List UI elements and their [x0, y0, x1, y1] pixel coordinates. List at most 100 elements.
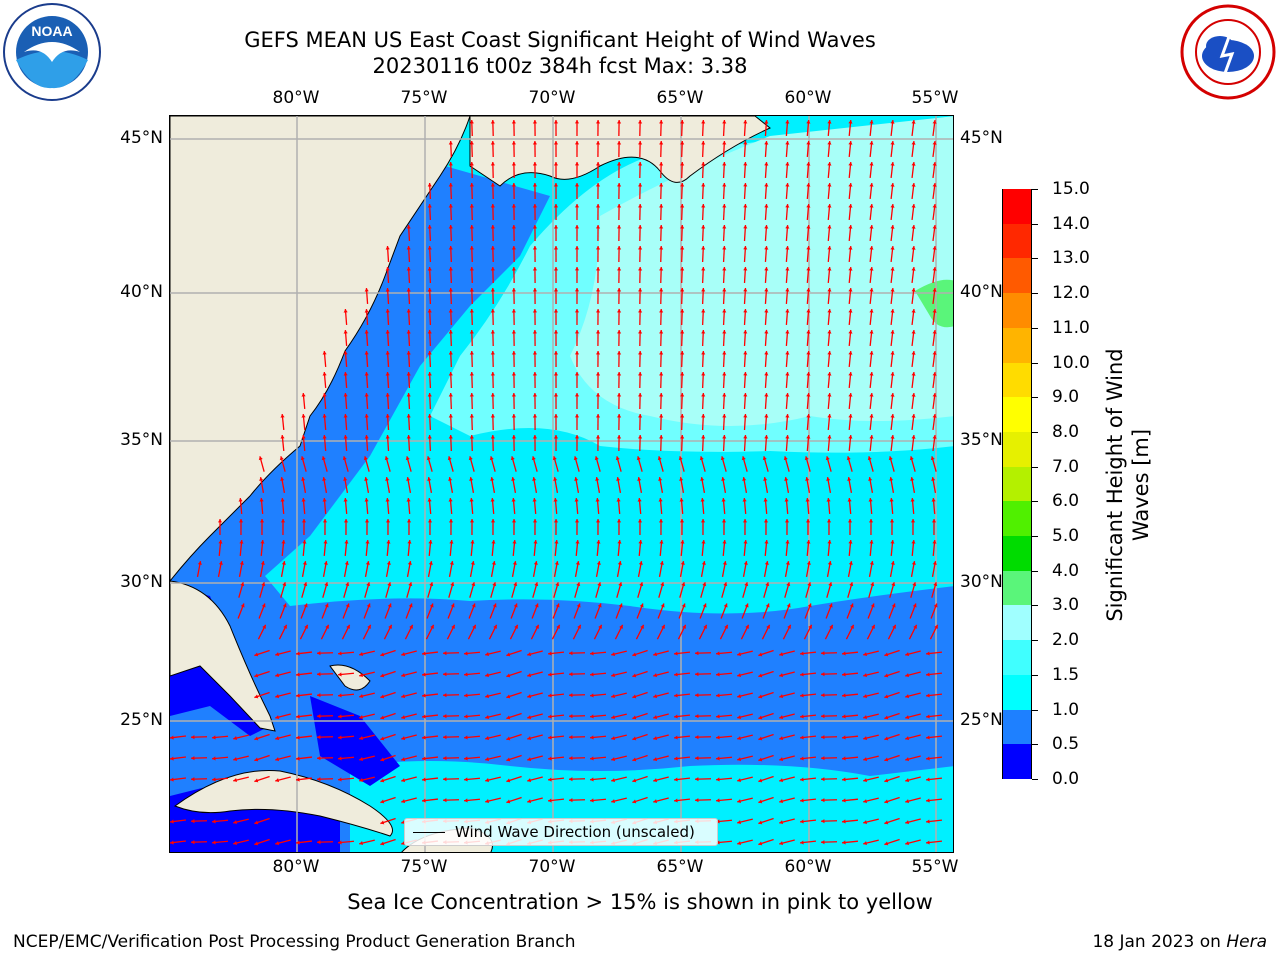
- wind-arrow-head: [443, 735, 447, 740]
- wind-arrow-head: [490, 309, 495, 313]
- wind-arrow-head: [783, 456, 788, 461]
- wind-arrow-head: [365, 561, 370, 565]
- wind-arrow-head: [448, 414, 453, 418]
- wind-arrow-head: [821, 672, 825, 677]
- wind-arrow-head: [490, 183, 495, 187]
- wind-arrow-head: [427, 519, 433, 523]
- wind-arrow-head: [764, 183, 769, 187]
- colorbar-segment: [1003, 500, 1031, 537]
- legend-line-swatch: [413, 831, 445, 833]
- wind-arrow-head: [590, 777, 594, 782]
- wind-arrow-head: [511, 498, 516, 502]
- wind-arrow-head: [926, 672, 930, 677]
- wind-arrow-head: [364, 519, 370, 523]
- wind-arrow-head: [890, 372, 895, 376]
- wind-arrow-head: [785, 330, 790, 334]
- wind-arrow-head: [492, 603, 497, 608]
- colorbar-tick-label: 3.0: [1032, 595, 1079, 615]
- wind-arrow-head: [638, 204, 643, 208]
- wind-arrow-head: [527, 799, 532, 804]
- wind-arrow-head: [653, 736, 658, 741]
- wind-arrow-head: [617, 330, 622, 334]
- wind-arrow-head: [506, 673, 511, 678]
- wind-arrow-head: [617, 246, 622, 250]
- wind-arrow-head: [870, 603, 875, 608]
- wind-arrow-head: [448, 330, 453, 334]
- wind-arrow-head: [254, 841, 259, 846]
- wind-arrow-head: [238, 498, 243, 502]
- wind-arrow-head: [800, 714, 804, 719]
- wind-arrow-head: [638, 393, 643, 397]
- colorbar-label: Significant Height of Wind Waves [m]: [1103, 348, 1153, 622]
- wind-arrow-head: [931, 477, 936, 481]
- wind-arrow-head: [240, 582, 245, 587]
- wind-arrow-head: [764, 246, 769, 250]
- wind-arrow-head: [884, 736, 889, 741]
- lon-label-top: 70°W: [528, 88, 576, 108]
- wind-arrow-head: [233, 757, 238, 762]
- wind-arrow-head: [218, 561, 223, 565]
- wind-arrow-head: [532, 477, 537, 481]
- wind-arrow-head: [212, 819, 216, 824]
- wind-arrow-head: [716, 672, 720, 677]
- wind-arrow-head: [380, 799, 385, 804]
- wind-arrow-head: [254, 652, 259, 657]
- wind-arrow-head: [911, 288, 916, 292]
- wind-arrow-head: [611, 715, 616, 720]
- wind-arrow-head: [911, 414, 916, 418]
- wind-arrow-head: [722, 435, 727, 439]
- wind-arrow-head: [490, 477, 495, 481]
- wind-arrow-head: [490, 120, 495, 124]
- wind-arrow-head: [701, 204, 706, 208]
- wind-arrow-head: [427, 288, 432, 292]
- wind-arrow-head: [427, 183, 432, 187]
- wind-arrow-head: [490, 414, 495, 418]
- colorbar-segment: [1003, 535, 1031, 571]
- lon-label-top: 65°W: [656, 88, 704, 108]
- wind-arrow-head: [737, 820, 742, 825]
- wind-arrow-head: [617, 162, 622, 166]
- wind-arrow-head: [674, 651, 678, 656]
- wind-arrow-head: [506, 778, 511, 783]
- wind-arrow-head: [595, 225, 601, 229]
- wind-arrow-head: [401, 778, 406, 783]
- wind-arrow-head: [380, 841, 385, 846]
- wind-arrow-head: [468, 456, 473, 461]
- wind-arrow-head: [889, 477, 894, 481]
- wind-arrow-head: [700, 519, 706, 523]
- wind-arrow-head: [533, 561, 538, 565]
- colorbar-tick-label: 5.0: [1032, 526, 1079, 546]
- wind-arrow-head: [827, 435, 832, 439]
- wind-arrow-head: [401, 652, 406, 657]
- wind-arrow-head: [401, 736, 406, 741]
- producer-credit: NCEP/EMC/Verification Post Processing Pr…: [13, 932, 576, 952]
- wind-arrow-head: [535, 624, 539, 629]
- wind-arrow-head: [848, 120, 853, 124]
- wind-arrow-head: [764, 351, 769, 355]
- wind-arrow-head: [611, 694, 616, 699]
- wind-arrow-head: [317, 735, 321, 740]
- wind-arrow-head: [553, 330, 559, 334]
- wind-arrow-head: [617, 267, 622, 271]
- wind-arrow-head: [280, 435, 285, 439]
- wind-arrow-head: [322, 372, 327, 376]
- wind-arrow-head: [890, 309, 895, 313]
- wind-arrow-head: [846, 456, 851, 461]
- wind-arrow-head: [490, 162, 495, 166]
- wind-arrow-head: [532, 183, 538, 187]
- wind-arrow-head: [532, 141, 538, 145]
- wind-arrow-head: [385, 414, 390, 418]
- wind-arrow-head: [848, 435, 853, 439]
- wind-arrow-head: [827, 288, 832, 292]
- wind-arrow-head: [485, 694, 490, 699]
- wind-arrow-head: [785, 204, 790, 208]
- wind-arrow-head: [596, 561, 601, 565]
- wind-arrow-head: [890, 204, 895, 208]
- wind-arrow-head: [848, 225, 853, 229]
- wind-arrow-head: [737, 694, 742, 699]
- wind-arrow-head: [909, 456, 914, 461]
- wind-arrow-head: [763, 498, 768, 502]
- wind-arrow-head: [680, 183, 685, 187]
- wind-arrow-head: [427, 435, 432, 439]
- wind-arrow-head: [869, 414, 874, 418]
